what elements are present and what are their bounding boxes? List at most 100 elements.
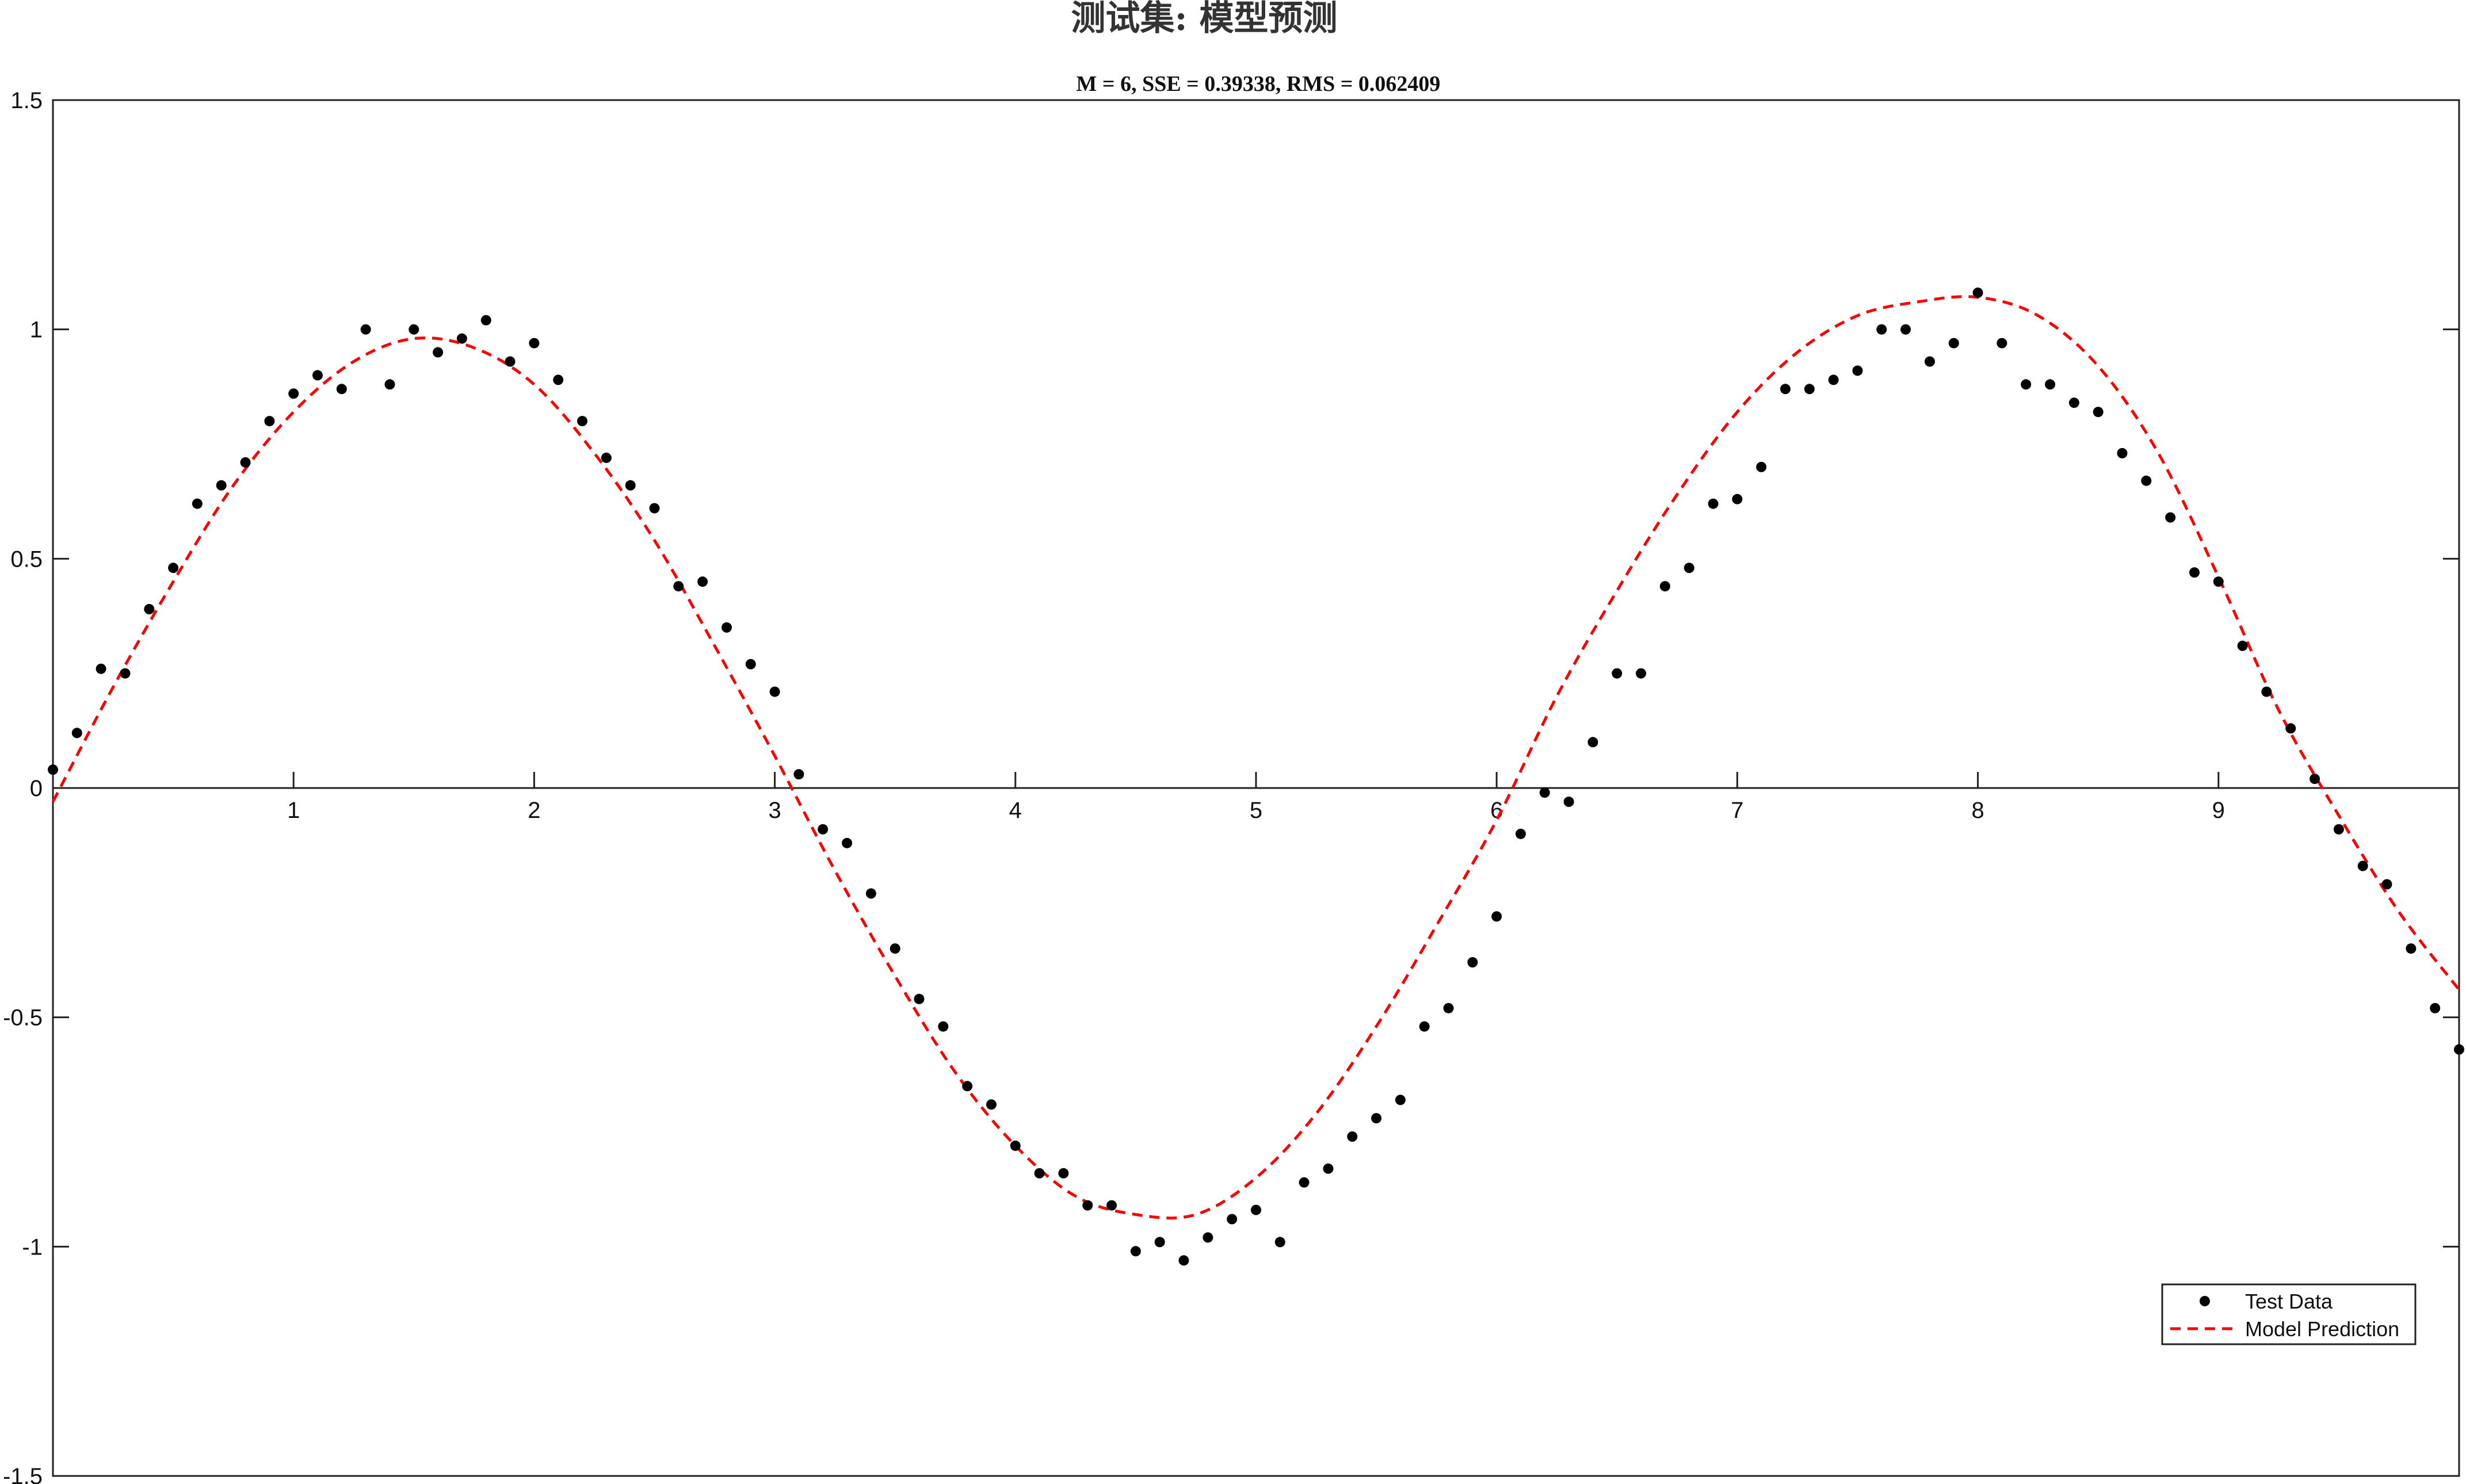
legend: Test Data Model Prediction — [2161, 1283, 2417, 1345]
test-data-point — [2310, 774, 2320, 785]
legend-box — [2161, 1283, 2417, 1345]
test-data-point — [409, 324, 419, 335]
test-data-point — [938, 1021, 949, 1032]
test-data-point — [1323, 1163, 1334, 1174]
axes: 1 2 3 4 5 6 7 8 9-1.5-1-0.500.511.5 — [3, 88, 2459, 1484]
test-data-point — [1708, 498, 1719, 509]
test-data-point — [625, 480, 636, 491]
test-data-point — [2068, 397, 2079, 408]
y-tick-label: -1.5 — [3, 1464, 43, 1484]
test-data-point — [601, 452, 612, 463]
test-data-point — [1539, 787, 1550, 798]
legend-label-model-prediction: Model Prediction — [2245, 1317, 2399, 1341]
test-data-point — [818, 824, 829, 835]
test-data-point — [697, 576, 708, 587]
test-data-point — [1274, 1237, 1285, 1248]
test-data-point — [577, 416, 587, 427]
test-data-point — [48, 764, 58, 775]
test-data-point — [2093, 407, 2104, 418]
x-tick-label: 3 — [768, 798, 781, 823]
test-data-point — [649, 503, 660, 514]
y-tick-label: -1 — [22, 1234, 43, 1260]
test-data-point — [1732, 494, 1743, 504]
test-data-point — [1876, 324, 1887, 335]
chart-subtitle: M = 6, SSE = 0.39338, RMS = 0.062409 — [1077, 72, 1441, 96]
test-data-point — [2261, 686, 2272, 697]
y-tick-label: 1.5 — [10, 88, 43, 113]
test-data-point — [1925, 356, 1935, 367]
test-data-point — [1130, 1246, 1141, 1257]
test-data-point — [2165, 512, 2176, 523]
test-data-point — [1516, 828, 1526, 839]
test-data-point — [1395, 1095, 1406, 1106]
test-data-point — [336, 384, 347, 395]
test-data-point — [1659, 581, 1670, 592]
x-tick-label: 5 — [1250, 798, 1262, 823]
test-data-point — [384, 379, 395, 390]
legend-marker-test-data — [2200, 1296, 2210, 1306]
legend-label-test-data: Test Data — [2245, 1290, 2333, 1313]
test-data-point — [1203, 1232, 1213, 1243]
test-data-point — [2357, 860, 2368, 871]
test-data-point — [1371, 1113, 1382, 1124]
y-tick-label: 0 — [30, 776, 43, 801]
test-data-point — [793, 769, 804, 780]
test-data-point — [2213, 576, 2224, 587]
test-data-point — [360, 324, 371, 335]
test-data-point — [433, 347, 444, 358]
test-data-point — [673, 581, 684, 592]
test-data-point — [1227, 1214, 1238, 1225]
test-data-point — [1972, 287, 1983, 298]
y-tick-label: 0.5 — [10, 546, 43, 572]
test-data-point — [529, 338, 540, 349]
test-data-point — [1010, 1140, 1021, 1151]
test-data-point — [1443, 1003, 1454, 1013]
test-data-point — [2406, 943, 2417, 954]
x-tick-label: 8 — [1971, 798, 1984, 823]
test-data-point — [914, 993, 925, 1004]
test-data-point — [842, 837, 853, 848]
test-data-point — [553, 374, 564, 385]
y-tick-label: 1 — [30, 318, 43, 343]
test-data-point — [264, 416, 275, 427]
test-data-point — [216, 480, 227, 491]
test-data-point — [962, 1081, 973, 1092]
test-data-point — [168, 563, 179, 573]
test-data-point — [71, 728, 82, 739]
test-data-point — [1419, 1021, 1430, 1032]
test-data-point — [288, 388, 299, 399]
test-data-point — [1347, 1131, 1358, 1142]
test-data-point — [1948, 338, 1959, 349]
test-data-point — [2237, 640, 2248, 651]
test-data-point — [1852, 365, 1863, 376]
test-data-point — [2381, 879, 2392, 890]
test-data-point — [2430, 1003, 2441, 1013]
test-data-point — [1587, 737, 1598, 748]
test-data-point — [1828, 374, 1839, 385]
test-data-point — [1082, 1200, 1093, 1211]
test-data-point — [96, 663, 106, 674]
test-data-point — [456, 333, 467, 344]
test-data-point — [1251, 1204, 1261, 1215]
test-data-point — [1997, 338, 2007, 349]
test-data-point — [986, 1099, 997, 1110]
test-data-point — [1491, 911, 1502, 922]
test-data-point — [1780, 384, 1791, 395]
x-tick-label: 7 — [1731, 798, 1743, 823]
test-data-point — [312, 370, 323, 381]
test-data-point — [1058, 1168, 1069, 1179]
test-data-point — [1804, 384, 1815, 395]
test-data-point — [2454, 1044, 2464, 1055]
test-data-point — [505, 356, 516, 367]
test-data-point — [120, 668, 131, 679]
test-data-point — [1299, 1177, 1310, 1188]
test-data-point — [1612, 668, 1623, 679]
test-data-point — [1034, 1168, 1045, 1179]
test-data-point — [890, 943, 900, 954]
test-data-point — [2333, 824, 2344, 835]
x-tick-label: 4 — [1009, 798, 1022, 823]
test-data-point — [240, 457, 251, 468]
test-data-point — [1467, 957, 1478, 967]
y-tick-label: -0.5 — [3, 1005, 43, 1031]
test-data-point — [1756, 461, 1767, 472]
